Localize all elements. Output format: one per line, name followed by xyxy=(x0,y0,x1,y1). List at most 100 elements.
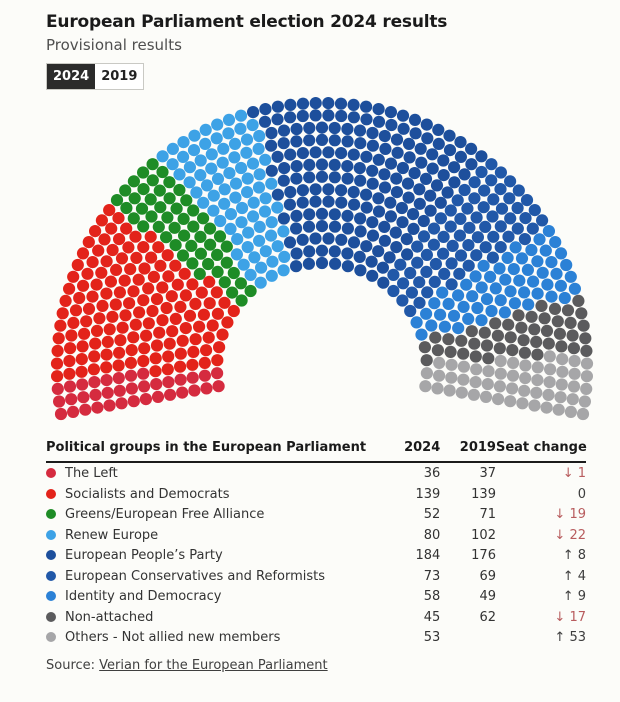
seat-dot xyxy=(161,363,174,376)
seat-dot xyxy=(437,230,450,243)
seat-dot xyxy=(387,284,400,298)
seat-dot xyxy=(59,294,72,307)
seat-dot xyxy=(199,137,212,150)
seat-dot xyxy=(470,249,483,262)
seat-dot xyxy=(519,212,532,225)
seat-dot xyxy=(142,317,155,330)
seat-dot xyxy=(127,395,140,408)
seat-dot xyxy=(531,348,544,361)
seat-dot xyxy=(372,115,386,128)
seat-dot xyxy=(328,134,341,147)
seat-dot xyxy=(428,275,441,288)
seat-dot xyxy=(528,323,541,336)
seat-dot xyxy=(427,222,441,235)
seat-dot xyxy=(265,269,278,282)
group-name: European Conservatives and Reformists xyxy=(65,568,326,584)
seat-dot xyxy=(244,268,257,281)
seat-dot xyxy=(290,122,303,136)
seat-dot xyxy=(566,393,579,406)
seat-dot xyxy=(309,97,322,110)
seats-2024-value: 139 xyxy=(415,486,441,502)
seat-dot xyxy=(504,331,517,344)
seat-dot xyxy=(420,265,433,278)
seat-dot xyxy=(577,319,590,332)
seat-dot xyxy=(217,142,230,155)
seat-change-value: ↑ 53 xyxy=(554,630,586,645)
seat-dot xyxy=(116,321,129,334)
seat-change-value: ↓ 19 xyxy=(554,507,586,522)
seat-dot xyxy=(408,113,422,126)
seat-dot xyxy=(271,150,284,163)
tab-2024[interactable]: 2024 xyxy=(47,64,96,89)
seat-dot xyxy=(277,174,290,187)
seat-dot xyxy=(397,122,410,135)
seat-dot xyxy=(391,146,404,159)
seat-dot xyxy=(544,363,557,376)
seat-change-value: ↑ 4 xyxy=(562,568,586,584)
seat-dot xyxy=(454,212,467,225)
seat-dot xyxy=(120,222,133,235)
source-link[interactable]: Verian for the European Parliament xyxy=(99,657,328,673)
seat-dot xyxy=(354,212,367,225)
seat-dot xyxy=(341,260,354,273)
seat-dot xyxy=(457,300,470,313)
header-seat-change: Seat change xyxy=(495,440,587,463)
seat-dot xyxy=(540,401,553,414)
seat-dot xyxy=(322,97,335,110)
seat-dot xyxy=(302,220,316,233)
seat-dot xyxy=(501,251,514,264)
seat-dot xyxy=(567,342,581,355)
seat-dot xyxy=(486,251,499,264)
seat-dot xyxy=(246,118,259,132)
seat-dot xyxy=(428,297,441,310)
seat-dot xyxy=(176,334,189,347)
seat-dot xyxy=(147,270,160,283)
seat-dot xyxy=(448,176,461,189)
seat-dot xyxy=(455,334,468,347)
seat-dot xyxy=(178,229,191,242)
seat-dot xyxy=(123,297,136,310)
group-name: Socialists and Democrats xyxy=(65,486,230,502)
seat-dot xyxy=(214,214,227,228)
group-name-cell: Greens/European Free Alliance xyxy=(46,504,378,525)
seat-dot xyxy=(469,350,482,363)
seat-dot xyxy=(467,388,480,401)
seat-dot xyxy=(411,256,424,269)
seat-dot xyxy=(536,266,549,279)
table-row: The Left 36 37 ↓ 1 xyxy=(46,462,586,484)
seat-dot xyxy=(164,388,177,401)
seat-dot xyxy=(197,212,210,225)
seat-dot xyxy=(328,158,341,171)
seat-dot xyxy=(445,371,458,384)
seat-dot xyxy=(309,232,322,245)
seat-dot xyxy=(578,395,592,408)
tab-2019[interactable]: 2019 xyxy=(95,64,144,89)
seat-dot xyxy=(390,172,403,185)
seat-dot xyxy=(115,252,129,265)
seat-dot xyxy=(390,133,404,146)
seat-dot xyxy=(247,196,260,209)
seat-dot xyxy=(149,365,162,378)
seat-dot xyxy=(186,358,199,371)
seat-dot xyxy=(531,374,544,387)
seat-dot xyxy=(309,183,322,196)
seat-dot xyxy=(448,161,461,174)
seat-dot xyxy=(484,270,497,283)
seat-dot xyxy=(177,150,190,163)
seat-dot xyxy=(65,393,78,406)
group-name-cell: The Left xyxy=(46,462,378,484)
seat-dot xyxy=(50,357,64,370)
seat-dot xyxy=(348,198,361,211)
header-2024: 2024 xyxy=(378,440,441,463)
seat-dot xyxy=(545,256,558,269)
seat-dot xyxy=(341,160,354,173)
seat-dot xyxy=(127,175,140,188)
seat-dot xyxy=(505,382,519,395)
seat-dot xyxy=(206,319,219,332)
seat-dot xyxy=(259,153,272,166)
seat-dot xyxy=(216,328,229,341)
seat-dot xyxy=(271,240,284,253)
seat-dot xyxy=(482,352,495,365)
seat-dot xyxy=(481,378,494,391)
seat-dot xyxy=(271,188,284,201)
